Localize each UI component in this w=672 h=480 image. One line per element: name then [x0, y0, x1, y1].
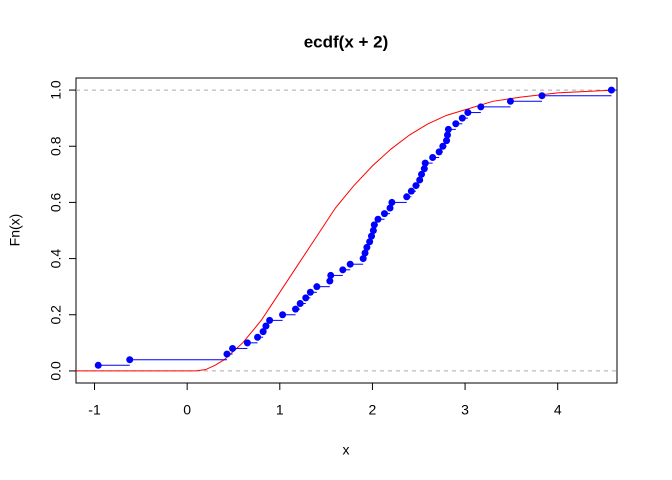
x-tick-label: 0 [183, 402, 191, 418]
data-point [302, 294, 310, 302]
data-point [429, 153, 437, 161]
x-axis-label: x [343, 442, 350, 458]
reference-curve [76, 89, 614, 372]
data-point [370, 221, 378, 229]
data-point [506, 97, 514, 105]
data-point [243, 339, 251, 347]
data-point [296, 300, 304, 308]
y-tick-label: 1.0 [48, 80, 64, 100]
x-tick-label: 2 [369, 402, 377, 418]
y-tick-label: 0.8 [48, 136, 64, 156]
data-point [229, 344, 237, 352]
y-axis-label: Fn(x) [7, 214, 23, 247]
data-point [292, 305, 300, 313]
data-point [361, 249, 369, 257]
data-point [477, 103, 485, 111]
data-point [421, 159, 429, 167]
data-point [94, 361, 102, 369]
data-point [443, 137, 451, 145]
data-point [412, 182, 420, 190]
y-tick-label: 0.2 [48, 305, 64, 325]
data-point [403, 193, 411, 201]
y-tick-label: 0.4 [48, 249, 64, 269]
data-point [313, 283, 321, 291]
x-tick-label: -1 [88, 402, 101, 418]
data-point [254, 333, 262, 341]
plot-frame [75, 77, 618, 384]
data-point [386, 204, 394, 212]
data-point [326, 277, 334, 285]
data-point [279, 311, 287, 319]
x-tick-label: 4 [554, 402, 562, 418]
data-point [262, 322, 270, 330]
data-point [458, 114, 466, 122]
data-point [223, 350, 231, 358]
data-point [374, 215, 382, 223]
data-point [443, 131, 451, 139]
data-point [435, 148, 443, 156]
data-point [259, 328, 267, 336]
chart-title: ecdf(x + 2) [304, 32, 389, 51]
data-point [420, 165, 428, 173]
data-point [363, 243, 371, 251]
data-point [452, 120, 460, 128]
data-point [369, 227, 377, 234]
data-point [126, 356, 134, 364]
data-point [359, 255, 367, 263]
data-point [607, 86, 615, 94]
data-point [439, 142, 447, 150]
data-point [464, 109, 472, 117]
data-point [380, 210, 388, 218]
data-point [444, 125, 452, 133]
y-tick-label: 0.0 [48, 361, 64, 381]
data-point [266, 316, 274, 324]
data-point [368, 232, 376, 240]
data-point [327, 271, 335, 279]
data-point [306, 288, 314, 296]
y-tick-label: 0.6 [48, 192, 64, 212]
data-point [418, 170, 426, 178]
data-point [366, 238, 374, 246]
data-point [339, 266, 347, 274]
data-point [407, 187, 415, 195]
x-tick-label: 3 [461, 402, 469, 418]
data-point [388, 198, 396, 206]
x-tick-label: 1 [276, 402, 284, 418]
data-point [416, 176, 424, 184]
data-point [538, 92, 546, 100]
data-point [346, 260, 354, 268]
